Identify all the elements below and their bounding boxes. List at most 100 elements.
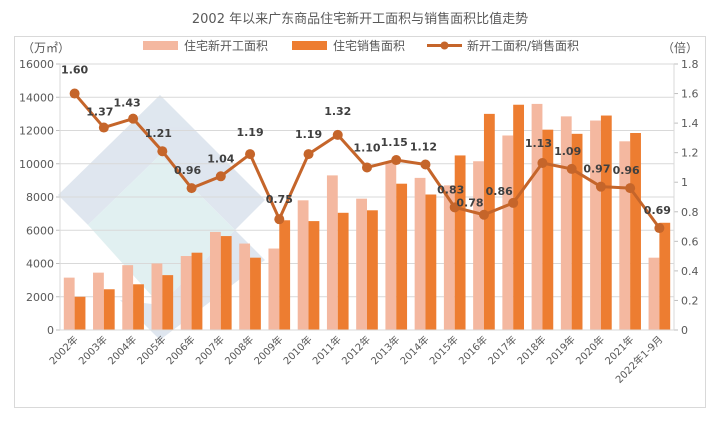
bar-new-start xyxy=(93,272,104,330)
y-tick-label: 14000 xyxy=(19,91,54,104)
ratio-marker xyxy=(274,214,285,225)
y2-tick-label: 1.8 xyxy=(681,58,699,71)
y-tick-label: 8000 xyxy=(26,191,54,204)
bar-sales xyxy=(308,221,320,330)
legend-swatch-ratio-marker xyxy=(440,41,449,50)
bar-new-start xyxy=(297,200,309,330)
y2-tick-label: 0.6 xyxy=(681,235,699,248)
bar-sales xyxy=(425,194,437,330)
ratio-marker xyxy=(478,209,489,220)
bar-new-start xyxy=(239,243,251,330)
ratio-marker xyxy=(537,158,548,169)
ratio-data-label: 1.37 xyxy=(86,106,113,119)
y2-tick-label: 1.2 xyxy=(681,147,699,160)
y-tick-label: 10000 xyxy=(19,158,54,171)
ratio-line xyxy=(69,88,665,234)
y-axis-left: 0 2000 4000 6000 8000 10000 12000 14000 16000 xyxy=(19,58,61,337)
ratio-data-label: 1.15 xyxy=(381,136,408,149)
bar-new-start xyxy=(326,175,338,330)
x-tick-label: 2013年 xyxy=(368,333,402,367)
x-tick-label: 2019年 xyxy=(544,333,578,367)
x-tick-label: 2010年 xyxy=(280,333,314,367)
bar-new-start xyxy=(356,198,367,330)
ratio-data-label: 1.10 xyxy=(353,141,380,154)
ratio-data-label: 1.09 xyxy=(554,145,581,158)
ratio-marker xyxy=(449,202,460,213)
y-tick-label: 12000 xyxy=(19,125,54,138)
bar-sales xyxy=(162,275,174,330)
y-tick-label: 2000 xyxy=(26,291,54,304)
bar-new-start xyxy=(63,277,75,330)
bar-new-start xyxy=(414,177,426,330)
ratio-data-label: 1.12 xyxy=(410,140,437,153)
x-tick-label: 2020年 xyxy=(573,333,607,367)
x-tick-label: 2006年 xyxy=(163,333,197,367)
y2-tick-label: 0.4 xyxy=(681,265,699,278)
ratio-data-label: 1.43 xyxy=(114,97,141,110)
x-tick-label: 2012年 xyxy=(339,333,373,367)
bar-sales xyxy=(133,284,144,330)
y-tick-label: 16000 xyxy=(19,58,54,71)
x-tick-label: 2016年 xyxy=(456,333,490,367)
bar-new-start xyxy=(122,265,134,330)
bar-sales xyxy=(513,104,525,330)
y-tick-label: 4000 xyxy=(26,258,54,271)
x-tick-label: 2005年 xyxy=(134,333,168,367)
y-axis-right: 0 0.2 0.4 0.6 0.8 1 1.2 1.4 1.6 1.8 xyxy=(673,58,699,337)
y-tick-label: 6000 xyxy=(26,224,54,237)
bar-new-start xyxy=(180,256,192,330)
x-tick-label: 2004年 xyxy=(105,333,139,367)
y-tick-label: 0 xyxy=(47,324,54,337)
data-labels: 1.601.371.431.210.961.041.190.751.191.32… xyxy=(61,64,671,217)
ratio-data-label: 0.96 xyxy=(174,164,201,177)
bar-sales xyxy=(659,222,671,330)
y2-tick-label: 1 xyxy=(681,176,688,189)
bar-new-start xyxy=(619,141,631,330)
bars xyxy=(63,103,671,331)
legend-label-ratio: 新开工面积/销售面积 xyxy=(467,38,579,53)
ratio-marker xyxy=(654,223,665,234)
bar-sales xyxy=(74,296,86,330)
y2-tick-label: 1.6 xyxy=(681,88,699,101)
ratio-data-label: 1.04 xyxy=(207,152,234,165)
ratio-marker xyxy=(420,159,431,170)
x-tick-label: 2008年 xyxy=(222,333,256,367)
ratio-data-label: 0.86 xyxy=(486,185,513,198)
ratio-marker xyxy=(215,171,226,182)
legend-label-new-start: 住宅新开工面积 xyxy=(184,38,268,53)
ratio-marker xyxy=(157,146,168,157)
y-axis-unit: （万㎡） xyxy=(22,41,70,55)
ratio-data-label: 0.83 xyxy=(437,183,464,196)
ratio-marker xyxy=(186,183,197,194)
chart-title: 2002 年以来广东商品住宅新开工面积与销售面积比值走势 xyxy=(191,12,529,27)
bar-new-start xyxy=(648,257,660,330)
x-tick-label: 2017年 xyxy=(485,333,519,367)
ratio-data-label: 1.60 xyxy=(61,64,88,77)
bar-new-start xyxy=(473,161,484,330)
y2-tick-label: 0 xyxy=(681,324,688,337)
bar-new-start xyxy=(531,103,543,331)
ratio-marker xyxy=(303,149,314,160)
bar-sales xyxy=(279,220,291,330)
x-tick-label: 2007年 xyxy=(193,333,227,367)
chart-frame xyxy=(14,36,706,408)
bar-new-start xyxy=(151,263,163,330)
ratio-data-label: 1.32 xyxy=(324,105,351,118)
ratio-marker xyxy=(69,88,80,99)
ratio-marker xyxy=(332,129,343,140)
bar-new-start xyxy=(590,120,601,331)
y2-tick-label: 0.8 xyxy=(681,206,699,219)
bar-sales xyxy=(483,113,495,330)
y2-tick-label: 0.2 xyxy=(681,294,699,307)
ratio-marker xyxy=(391,155,402,166)
x-axis: 2002年2003年2004年2005年2006年2007年2008年2009年… xyxy=(46,329,674,386)
bar-sales xyxy=(630,132,641,330)
bar-sales xyxy=(396,183,408,330)
ratio-marker xyxy=(128,113,139,124)
bar-sales xyxy=(191,252,203,330)
ratio-marker xyxy=(595,181,606,192)
legend-label-sales: 住宅销售面积 xyxy=(333,38,405,53)
y2-axis-unit: （倍） xyxy=(662,40,698,55)
ratio-marker xyxy=(245,149,256,160)
